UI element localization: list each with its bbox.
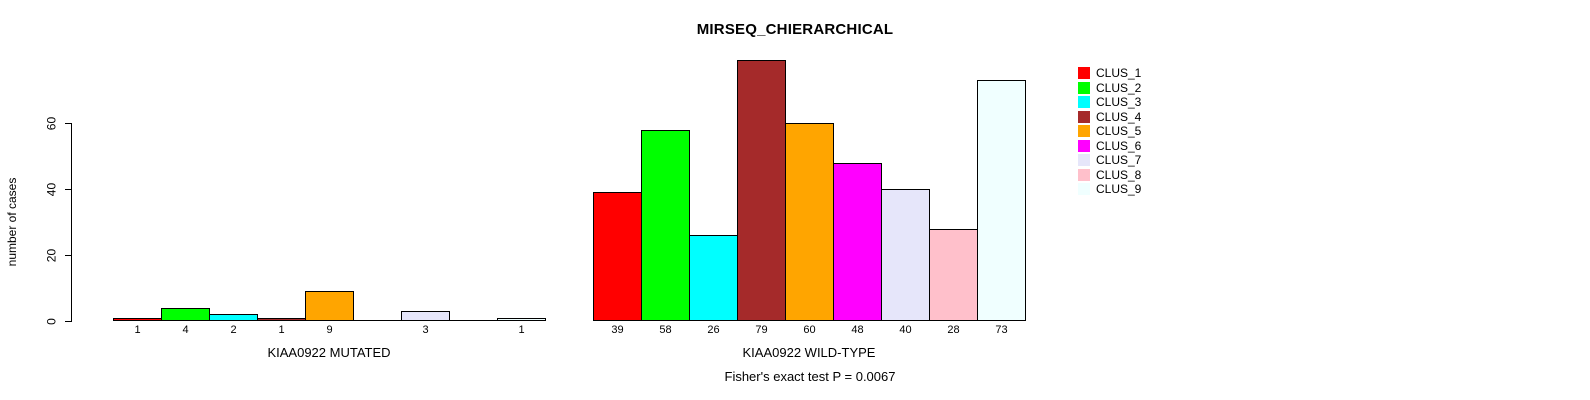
legend-item: CLUS_6: [1078, 138, 1142, 153]
bar-value-label: 79: [755, 324, 768, 336]
legend-label: CLUS_5: [1096, 124, 1142, 138]
y-axis-tick: [65, 321, 72, 322]
bar-value-label: 1: [518, 324, 525, 336]
y-axis-tick-label: 40: [44, 182, 59, 197]
bar-value-label: 58: [659, 324, 672, 336]
legend-swatch-icon: [1078, 96, 1090, 108]
legend-swatch-icon: [1078, 67, 1090, 79]
legend-label: CLUS_4: [1096, 109, 1142, 124]
bar-clus_9-mutated: [497, 318, 546, 321]
legend-item: CLUS_8: [1078, 167, 1142, 182]
bar-value-label: 2: [230, 324, 237, 336]
legend-item: CLUS_5: [1078, 125, 1141, 137]
legend-label: CLUS_9: [1096, 182, 1142, 196]
y-axis-tick: [65, 123, 72, 124]
bar-clus_2-mutated: [161, 308, 210, 321]
y-axis-tick: [65, 189, 72, 190]
bar-value-label: 1: [278, 324, 285, 336]
legend-label: CLUS_1: [1096, 66, 1142, 80]
legend-item: CLUS_7: [1078, 154, 1141, 166]
legend-label: CLUS_3: [1096, 95, 1142, 109]
legend-item: CLUS_3: [1078, 96, 1141, 108]
legend-item: CLUS_1: [1078, 67, 1141, 79]
bar-clus_2-wildtype: [641, 130, 690, 321]
bar-clus_1-mutated: [113, 318, 162, 321]
bar-value-label: 28: [947, 324, 960, 336]
bar-clus_3-mutated: [209, 314, 258, 321]
bar-value-label: 9: [326, 324, 333, 336]
bar-clus_7-mutated: [401, 311, 450, 321]
legend-swatch-icon: [1078, 81, 1090, 94]
bar-value-label: 40: [899, 324, 912, 336]
bar-clus_6-wildtype: [833, 163, 882, 321]
bar-clus_9-wildtype: [977, 80, 1026, 321]
x-axis-label-wildtype: KIAA0922 WILD-TYPE: [742, 345, 876, 360]
fisher-test-footnote: Fisher's exact test P = 0.0067: [724, 369, 896, 384]
bar-zero-clus_6-mutated: [353, 320, 402, 321]
bar-clus_5-wildtype: [785, 123, 834, 321]
legend-swatch-icon: [1078, 168, 1090, 181]
bar-clus_8-wildtype: [929, 229, 978, 321]
legend-swatch-icon: [1078, 110, 1090, 123]
legend-label: CLUS_7: [1096, 153, 1142, 167]
bar-value-label: 39: [611, 324, 624, 336]
bar-value-label: 3: [422, 324, 429, 336]
y-axis-label: number of cases: [5, 177, 19, 267]
chart-title: MIRSEQ_CHIERARCHICAL: [696, 21, 894, 38]
bar-value-label: 48: [851, 324, 864, 336]
bar-clus_4-mutated: [257, 318, 306, 321]
bar-value-label: 4: [182, 324, 189, 336]
bar-clus_4-wildtype: [737, 60, 786, 321]
bar-value-label: 1: [134, 324, 141, 336]
legend: CLUS_1 CLUS_2 CLUS_3 CLUS_4 CLUS_5 CLUS_6 CLUS…: [1078, 67, 1141, 198]
legend-swatch-icon: [1078, 183, 1090, 195]
y-axis-tick: [65, 255, 72, 256]
legend-label: CLUS_8: [1096, 167, 1142, 182]
y-axis-tick-label: 20: [44, 248, 59, 263]
bar-value-label: 73: [995, 324, 1008, 336]
y-axis-line: [71, 123, 72, 322]
bar-zero-clus_8-mutated: [449, 320, 498, 321]
y-axis-tick-label: 60: [44, 116, 59, 131]
bar-clus_3-wildtype: [689, 235, 738, 321]
bar-clus_5-mutated: [305, 291, 354, 321]
legend-item: CLUS_9: [1078, 183, 1141, 195]
legend-label: CLUS_2: [1096, 80, 1142, 95]
legend-item: CLUS_2: [1078, 80, 1142, 95]
bar-value-label: 60: [803, 324, 816, 336]
legend-swatch-icon: [1078, 154, 1090, 166]
bar-clus_7-wildtype: [881, 189, 930, 321]
bar-value-label: 26: [707, 324, 720, 336]
legend-swatch-icon: [1078, 125, 1090, 137]
legend-swatch-icon: [1078, 139, 1090, 152]
legend-label: CLUS_6: [1096, 138, 1142, 153]
bar-clus_1-wildtype: [593, 192, 642, 321]
x-axis-label-mutated: KIAA0922 MUTATED: [267, 345, 391, 360]
legend-item: CLUS_4: [1078, 109, 1142, 124]
y-axis-tick-label: 0: [44, 318, 59, 325]
